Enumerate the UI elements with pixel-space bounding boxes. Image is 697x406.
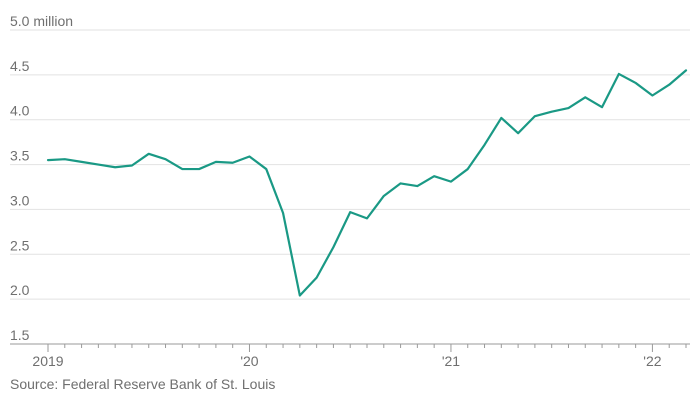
y-tick-label: 1.5: [10, 327, 30, 343]
x-axis: 2019 '20 '21 '22: [10, 343, 690, 369]
y-tick-label: 3.5: [10, 148, 30, 164]
series-layer: [46, 69, 688, 297]
y-tick-label: 4.0: [10, 103, 30, 119]
x-tick-label: '22: [643, 353, 661, 369]
y-tick-label: 4.5: [10, 58, 30, 74]
grid-layer: [10, 29, 690, 300]
x-tick-label: 2019: [32, 353, 63, 369]
y-tick-label: 2.0: [10, 282, 30, 298]
series-line: [46, 69, 688, 297]
y-tick-label: 5.0 million: [10, 13, 73, 29]
x-tick-label: '21: [442, 353, 460, 369]
y-tick-label: 2.5: [10, 237, 30, 253]
y-tick-label: 3.0: [10, 192, 30, 208]
y-tick-labels: 1.5 2.0 2.5 3.0 3.5 4.0 4.5 5.0 million: [10, 13, 73, 343]
source-note: Source: Federal Reserve Bank of St. Loui…: [10, 376, 276, 392]
x-tick-label: '20: [240, 353, 258, 369]
